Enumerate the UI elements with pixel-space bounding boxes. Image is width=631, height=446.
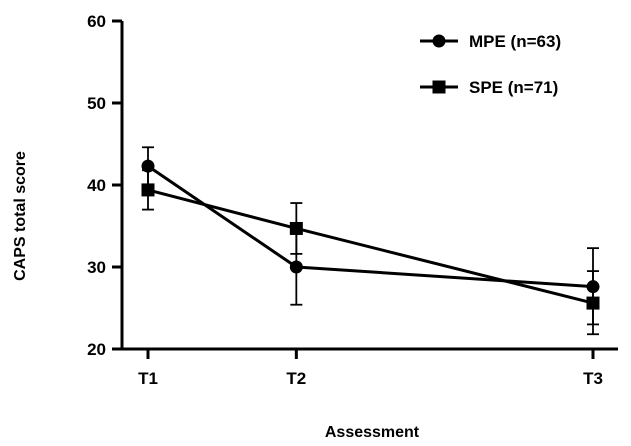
legend-label-0: MPE (n=63) — [469, 32, 561, 51]
data-point-1-T3 — [586, 296, 600, 310]
legend-item-0: MPE (n=63) — [420, 32, 561, 51]
y-tick-label-50: 50 — [87, 94, 106, 113]
data-point-0-T2 — [289, 260, 303, 274]
y-ticks: 20 30 40 50 60 — [87, 12, 122, 359]
x-axis-title: Assessment — [325, 424, 420, 441]
legend-label-1: SPE (n=71) — [469, 78, 558, 97]
x-tick-label-T1: T1 — [138, 369, 158, 388]
x-tick-label-T2: T2 — [286, 369, 306, 388]
data-point-1-T1 — [141, 183, 155, 197]
y-tick-label-40: 40 — [87, 176, 106, 195]
series-0 — [141, 146, 600, 326]
legend: MPE (n=63) SPE (n=71) — [420, 32, 561, 97]
legend-item-1: SPE (n=71) — [420, 78, 558, 97]
legend-marker-1 — [432, 80, 446, 94]
x-ticks: T1 T2 T3 — [138, 349, 603, 388]
legend-marker-0 — [432, 34, 446, 48]
y-axis-title: CAPS total score — [12, 151, 29, 281]
y-tick-label-60: 60 — [87, 12, 106, 31]
y-tick-label-20: 20 — [87, 340, 106, 359]
series-line-1 — [147, 188, 594, 305]
series-line-0 — [147, 164, 594, 289]
axes — [120, 21, 618, 351]
y-tick-label-30: 30 — [87, 258, 106, 277]
series-1 — [141, 169, 600, 336]
data-point-1-T2 — [289, 221, 303, 235]
series-layer — [141, 146, 600, 336]
x-tick-label-T3: T3 — [583, 369, 603, 388]
